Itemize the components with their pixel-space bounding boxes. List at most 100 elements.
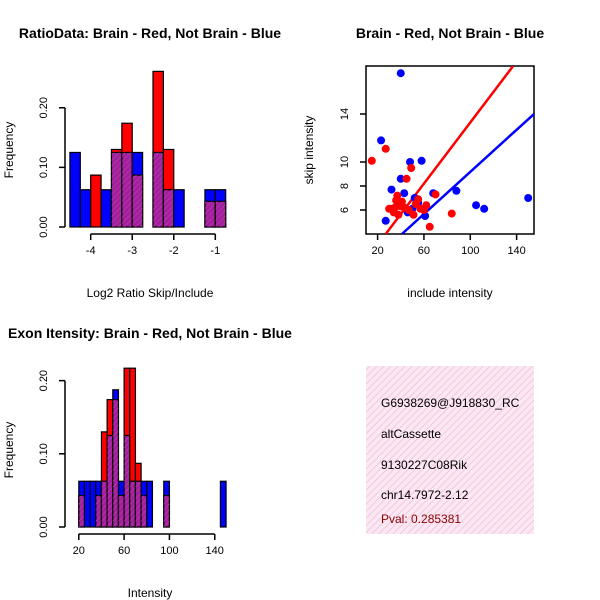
scatter-title: Brain - Red, Not Brain - Blue (356, 25, 544, 41)
location-text: chr14.7972-2.12 (381, 488, 469, 502)
scatter-marks (367, 66, 534, 234)
ratio-histogram-bar-overlap-hatch (111, 152, 122, 227)
scatter-frame (365, 65, 535, 235)
scatter-point-red (447, 209, 456, 218)
ratio-histogram-x-tick-label: -2 (169, 245, 179, 257)
ratio-histogram-y-tick-label: 0.20 (38, 97, 50, 118)
exon-histogram-y-tick-label: 0.20 (38, 370, 50, 391)
exon-histogram-bar-overlap-hatch (118, 495, 125, 527)
ratio-histogram-y-tick-label: 0.10 (38, 157, 50, 178)
scatter-point-blue (421, 212, 430, 220)
intensity-scatter-panel: Brain - Red, Not Brain - Blue include in… (302, 25, 544, 300)
ratio-histogram-bar-not-brain (69, 151, 81, 228)
scatter-point-blue (387, 185, 396, 194)
ratio-histogram-x-tick-label: -4 (86, 245, 96, 257)
scatter-point-red (367, 156, 376, 165)
scatter-point-blue (381, 216, 390, 225)
ratio-histogram-bar-overlap-hatch (204, 201, 216, 227)
exon-histogram-ylabel: Frequency (2, 422, 16, 479)
scatter-point-blue (406, 158, 415, 166)
exon-histogram-y-tick-label: 0.00 (38, 516, 50, 537)
ratio-histogram-bar-not-brain (173, 189, 185, 228)
scatter-xlabel: include intensity (407, 286, 492, 300)
probe-id-text: G6938269@J918830_RC (381, 396, 520, 410)
exon-histogram-title: Exon Itensity: Brain - Red, Not Brain - … (8, 325, 292, 341)
exon-histogram-bar-overlap-hatch (78, 495, 85, 527)
scatter-ylabel: skip intensity (302, 116, 316, 185)
exon-histogram-bar-overlap-hatch (129, 481, 136, 527)
ratio-histogram-bar-overlap-hatch (153, 152, 164, 227)
scatter-point-blue (396, 69, 405, 78)
gene-name-text: 9130227C08Rik (381, 458, 468, 472)
exon-histogram-bars (78, 367, 227, 528)
scatter-point-red (381, 144, 390, 153)
ratio-histogram-bar-brain (90, 174, 102, 228)
pval-text: Pval: 0.285381 (381, 512, 461, 526)
scatter-point-red (425, 222, 434, 231)
scatter-point-red (409, 210, 418, 219)
exon-histogram-x-tick-label: 60 (118, 545, 130, 557)
info-panel: G6938269@J918830_RC altCassette 9130227C… (366, 366, 534, 534)
scatter-point-blue (480, 204, 489, 213)
scatter-x-tick-label: 60 (418, 245, 430, 257)
exon-histogram-xlabel: Intensity (128, 586, 173, 600)
info-background (366, 366, 534, 534)
exon-histogram-y-tick-label: 0.10 (38, 443, 50, 464)
exon-histogram-bar-overlap-hatch (95, 495, 102, 527)
scatter-point-red (393, 191, 402, 200)
scatter-point-red (402, 174, 411, 183)
scatter-axes: 20 60 100 140 6 8 10 14 (339, 108, 526, 257)
ratio-histogram-panel: RatioData: Brain - Red, Not Brain - Blue… (2, 25, 281, 300)
exon-histogram-x-tick-label: 100 (160, 545, 178, 557)
exon-histogram-bar-not-brain (89, 480, 97, 528)
scatter-y-tick-label: 8 (339, 183, 351, 189)
exon-histogram-bar-not-brain (146, 480, 154, 528)
ratio-histogram-bar-overlap-hatch (163, 189, 174, 227)
exon-histogram-bar-not-brain (219, 480, 227, 528)
ratio-histogram-x-tick-label: -3 (127, 245, 137, 257)
ratio-histogram-bar-overlap-hatch (132, 175, 143, 227)
scatter-y-tick-label: 14 (339, 108, 351, 120)
scatter-point-blue (524, 194, 533, 202)
event-type-text: altCassette (381, 427, 441, 441)
scatter-point-blue (400, 189, 409, 198)
scatter-point-blue (396, 174, 405, 183)
ratio-histogram-title: RatioData: Brain - Red, Not Brain - Blue (19, 25, 281, 41)
exon-histogram-bar-overlap-hatch (124, 435, 130, 527)
scatter-point-red (394, 210, 403, 219)
exon-histogram-bar-overlap-hatch (112, 399, 119, 527)
exon-histogram-bar-overlap-hatch (135, 481, 142, 527)
scatter-x-tick-label: 100 (461, 245, 479, 257)
scatter-point-blue (472, 201, 481, 210)
ratio-histogram-xlabel: Log2 Ratio Skip/Include (87, 286, 214, 300)
exon-histogram-bar-overlap-hatch (141, 495, 147, 527)
ratio-histogram-axes: -4 -3 -2 -1 0.00 0.10 0.20 (38, 97, 220, 257)
scatter-point-red (414, 195, 423, 204)
scatter-point-red (407, 164, 416, 172)
scatter-point-blue (452, 186, 461, 195)
scatter-point-blue (377, 136, 386, 145)
scatter-plot-area (365, 65, 535, 235)
exon-intensity-histogram-panel: Exon Itensity: Brain - Red, Not Brain - … (2, 325, 292, 600)
ratio-histogram-y-tick-label: 0.00 (38, 216, 50, 237)
scatter-x-tick-label: 140 (507, 245, 525, 257)
scatter-x-tick-label: 20 (371, 245, 383, 257)
exon-histogram-axes: 20 60 100 140 0.00 0.10 0.20 (38, 370, 224, 557)
exon-histogram-x-tick-label: 20 (73, 545, 85, 557)
scatter-point-blue (417, 156, 426, 165)
scatter-y-tick-label: 10 (339, 156, 351, 168)
exon-histogram-x-tick-label: 140 (206, 545, 224, 557)
ratio-histogram-bar-overlap-hatch (215, 201, 226, 227)
scatter-point-red (431, 190, 440, 199)
exon-histogram-bar-overlap-hatch (107, 435, 113, 527)
scatter-point-red (422, 201, 431, 210)
ratio-histogram-x-tick-label: -1 (210, 245, 220, 257)
exon-histogram-bar-overlap-hatch (101, 481, 108, 527)
scatter-y-tick-label: 6 (339, 207, 351, 213)
ratio-histogram-bars (69, 70, 227, 228)
scatter-point-red (397, 197, 406, 206)
exon-histogram-bar-overlap-hatch (163, 495, 170, 527)
ratio-histogram-bar-not-brain (100, 189, 113, 228)
ratio-histogram-ylabel: Frequency (2, 122, 16, 179)
